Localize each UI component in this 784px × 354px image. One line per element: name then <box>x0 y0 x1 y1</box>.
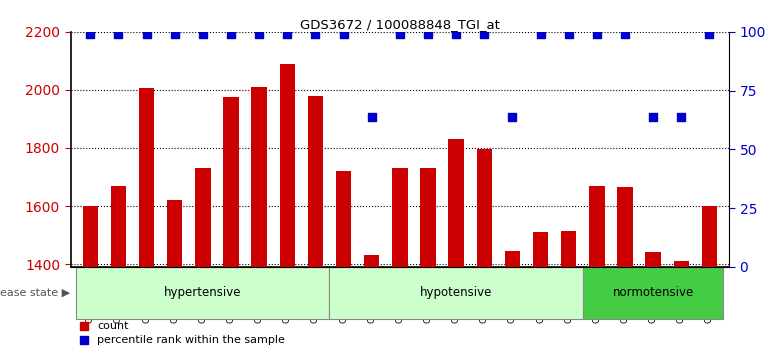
Point <box>506 114 519 119</box>
Point <box>365 114 378 119</box>
Bar <box>307 96 323 267</box>
Bar <box>280 64 295 267</box>
Point <box>169 32 181 37</box>
Point <box>197 32 209 37</box>
Text: hypertensive: hypertensive <box>164 286 241 299</box>
Text: count: count <box>97 321 129 331</box>
Bar <box>420 168 436 267</box>
Bar <box>505 251 520 267</box>
Text: normotensive: normotensive <box>612 286 694 299</box>
Bar <box>583 267 724 319</box>
Point <box>281 32 293 37</box>
Bar <box>111 186 126 267</box>
Text: hypotensive: hypotensive <box>420 286 492 299</box>
Bar <box>76 267 329 319</box>
Point <box>225 32 238 37</box>
Point <box>590 32 603 37</box>
Point <box>675 114 688 119</box>
Point <box>534 32 546 37</box>
Point <box>112 32 125 37</box>
Bar <box>364 255 379 267</box>
Bar <box>329 267 583 319</box>
Point <box>140 32 153 37</box>
Point <box>337 32 350 37</box>
Bar <box>533 232 548 267</box>
Bar <box>223 97 238 267</box>
Bar <box>673 261 689 267</box>
Bar <box>167 200 183 267</box>
Point <box>78 337 90 343</box>
Text: percentile rank within the sample: percentile rank within the sample <box>97 335 285 345</box>
Bar <box>477 149 492 267</box>
Point <box>394 32 406 37</box>
Point <box>253 32 266 37</box>
Point <box>78 323 90 329</box>
Point <box>703 32 716 37</box>
Bar <box>252 87 267 267</box>
Title: GDS3672 / 100088848_TGI_at: GDS3672 / 100088848_TGI_at <box>300 18 499 31</box>
Bar <box>702 206 717 267</box>
Text: disease state ▶: disease state ▶ <box>0 288 70 298</box>
Bar <box>561 231 576 267</box>
Point <box>562 32 575 37</box>
Bar <box>195 168 211 267</box>
Bar <box>139 88 154 267</box>
Point <box>422 32 434 37</box>
Point <box>309 32 321 37</box>
Bar <box>645 252 661 267</box>
Bar <box>392 168 408 267</box>
Point <box>647 114 659 119</box>
Bar <box>589 186 604 267</box>
Point <box>84 32 96 37</box>
Bar <box>448 139 464 267</box>
Bar <box>82 206 98 267</box>
Bar <box>617 187 633 267</box>
Bar <box>336 171 351 267</box>
Point <box>450 32 463 37</box>
Point <box>619 32 631 37</box>
Point <box>478 32 491 37</box>
